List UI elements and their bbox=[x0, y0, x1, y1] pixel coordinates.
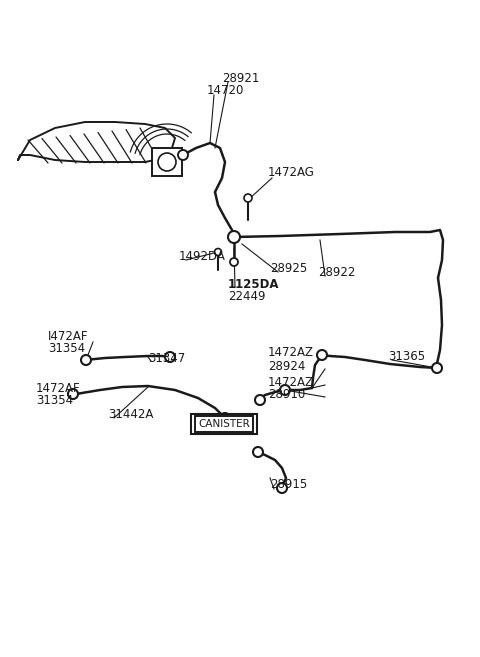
Text: 31354: 31354 bbox=[36, 394, 73, 407]
Circle shape bbox=[432, 363, 442, 373]
Text: 1125DA: 1125DA bbox=[228, 277, 279, 290]
Circle shape bbox=[215, 248, 221, 256]
Text: 1472AZ: 1472AZ bbox=[268, 376, 314, 388]
Text: CANISTER: CANISTER bbox=[198, 419, 250, 429]
Text: 28922: 28922 bbox=[318, 265, 355, 279]
Circle shape bbox=[158, 153, 176, 171]
Text: 28925: 28925 bbox=[270, 261, 307, 275]
Text: 28921: 28921 bbox=[222, 72, 259, 85]
Circle shape bbox=[179, 151, 187, 159]
Text: 1472AF: 1472AF bbox=[36, 382, 81, 394]
Text: 1472AG: 1472AG bbox=[268, 166, 315, 179]
Text: 28910: 28910 bbox=[268, 388, 305, 401]
Circle shape bbox=[277, 483, 287, 493]
Text: 31365: 31365 bbox=[388, 350, 425, 363]
Circle shape bbox=[228, 231, 240, 243]
Text: 31354: 31354 bbox=[48, 342, 85, 355]
Circle shape bbox=[165, 352, 175, 362]
Circle shape bbox=[81, 355, 91, 365]
Text: 14720: 14720 bbox=[207, 85, 244, 97]
Circle shape bbox=[178, 150, 188, 160]
Text: 1472AZ: 1472AZ bbox=[268, 346, 314, 359]
Circle shape bbox=[244, 194, 252, 202]
Circle shape bbox=[255, 395, 265, 405]
Text: I472AF: I472AF bbox=[48, 330, 88, 344]
Text: 22449: 22449 bbox=[228, 290, 265, 302]
Circle shape bbox=[230, 258, 238, 266]
FancyBboxPatch shape bbox=[191, 414, 257, 434]
Text: 28924: 28924 bbox=[268, 359, 305, 373]
Circle shape bbox=[68, 389, 78, 399]
Text: 28915: 28915 bbox=[270, 478, 307, 491]
Bar bbox=[152, 148, 182, 176]
Circle shape bbox=[317, 350, 327, 360]
Text: 31442A: 31442A bbox=[108, 409, 154, 422]
Text: 1492DA: 1492DA bbox=[179, 250, 226, 263]
Circle shape bbox=[280, 385, 290, 395]
Circle shape bbox=[253, 447, 263, 457]
Circle shape bbox=[220, 413, 230, 423]
Text: 31347: 31347 bbox=[148, 351, 185, 365]
